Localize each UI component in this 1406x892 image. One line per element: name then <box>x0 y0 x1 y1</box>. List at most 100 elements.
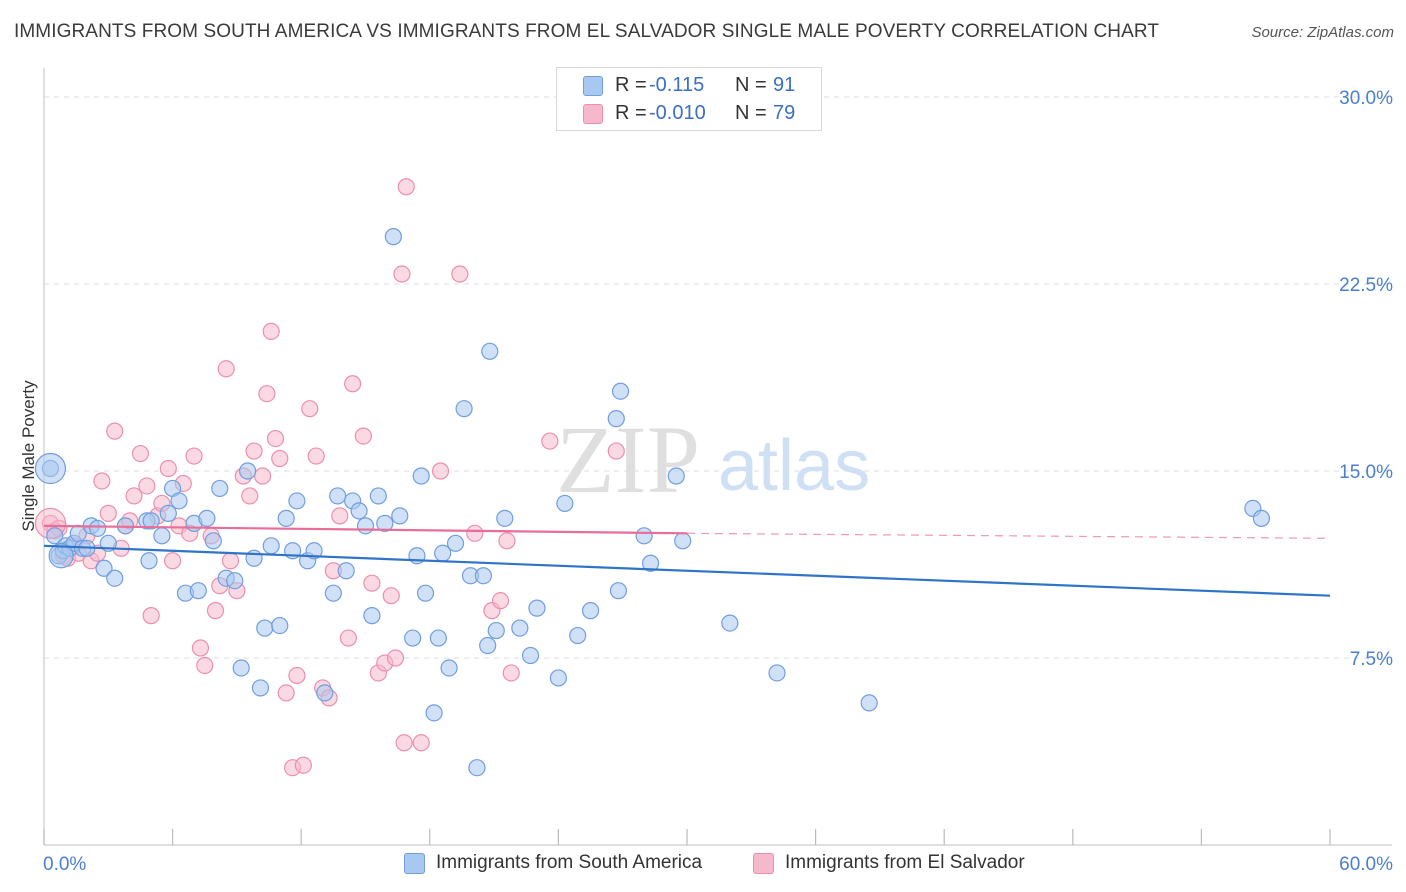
data-point <box>329 487 347 505</box>
data-point <box>549 669 568 687</box>
y-tick-label: 15.0% <box>1339 462 1393 483</box>
data-point <box>125 487 143 505</box>
x-tick-label-min: 0.0% <box>43 854 86 875</box>
x-tick-label-max: 60.0% <box>1339 854 1393 875</box>
data-point <box>541 432 559 450</box>
data-point <box>316 684 334 702</box>
source-note: Source: ZipAtlas.com <box>1251 24 1394 41</box>
data-point <box>528 599 546 617</box>
data-point <box>354 427 372 445</box>
data-point <box>609 582 628 600</box>
data-point <box>153 527 171 545</box>
n-label: N = <box>735 102 767 124</box>
data-point <box>191 639 210 657</box>
data-point <box>674 532 692 550</box>
data-point <box>142 607 160 625</box>
y-tick-label: 7.5% <box>1350 649 1393 670</box>
data-point <box>382 587 400 605</box>
data-point <box>363 574 381 592</box>
y-tick-label: 30.0% <box>1339 88 1393 109</box>
data-point <box>262 322 280 340</box>
r-label: R = <box>615 74 647 96</box>
data-point <box>466 524 484 542</box>
data-point <box>198 509 216 527</box>
stats-legend: R = -0.115 N = 91 R = -0.010 N = 79 <box>556 67 822 131</box>
data-point <box>502 664 520 682</box>
data-point <box>254 467 272 485</box>
y-axis-label: Single Male Poverty <box>19 380 38 532</box>
data-point <box>106 569 124 587</box>
data-point <box>226 572 244 590</box>
data-point <box>131 444 150 463</box>
legend-swatch-blue <box>404 853 425 874</box>
data-point <box>356 517 375 535</box>
data-point <box>1252 509 1271 527</box>
data-point <box>431 462 450 480</box>
data-point <box>258 385 276 403</box>
data-point <box>211 479 229 498</box>
n-value: 91 <box>773 74 796 96</box>
y-tick-label: 22.5% <box>1339 275 1393 296</box>
data-point <box>221 552 240 570</box>
data-point <box>446 534 465 552</box>
data-point <box>99 504 117 522</box>
data-point <box>256 619 274 637</box>
data-point <box>451 265 469 283</box>
data-point <box>324 584 342 602</box>
chart-title: IMMIGRANTS FROM SOUTH AMERICA VS IMMIGRA… <box>14 21 1160 42</box>
trend-line-south-america <box>43 544 1331 597</box>
grid-lines <box>44 96 1392 659</box>
data-point <box>307 447 325 465</box>
pink-swatch <box>583 104 603 124</box>
data-point <box>369 487 387 505</box>
data-point <box>395 734 413 752</box>
trend-lines <box>43 524 1331 597</box>
watermark-zip: ZIP <box>556 406 700 513</box>
watermark: ZIP atlas <box>556 406 870 513</box>
data-point <box>93 472 111 490</box>
data-point <box>288 492 306 510</box>
data-point <box>412 467 430 485</box>
data-point <box>204 532 222 550</box>
data-point <box>491 592 510 610</box>
data-point <box>479 636 497 655</box>
data-point <box>337 562 355 580</box>
legend-swatch-pink <box>753 853 774 874</box>
trend-line-el-salvador-extension <box>686 532 1331 539</box>
data-point <box>350 502 368 520</box>
data-point <box>474 567 492 585</box>
r-label: R = <box>615 102 647 124</box>
data-point <box>142 512 160 530</box>
data-point <box>245 442 263 460</box>
data-point <box>556 494 574 513</box>
data-point <box>384 228 402 246</box>
series-el-salvador-points <box>34 178 625 777</box>
trend-line-el-salvador <box>43 524 688 535</box>
x-ticks <box>43 829 1331 845</box>
data-point <box>271 449 289 468</box>
data-point <box>189 582 207 600</box>
data-point <box>331 507 349 525</box>
legend-label: Immigrants from El Salvador <box>785 852 1025 873</box>
data-point <box>607 442 625 460</box>
data-point <box>569 626 587 645</box>
y-tick-labels: 7.5% 15.0% 22.5% 30.0% <box>1339 88 1393 670</box>
data-point <box>251 679 270 697</box>
r-value: -0.115 <box>649 74 705 96</box>
data-point <box>95 559 113 577</box>
data-point <box>159 504 177 522</box>
data-point <box>344 375 362 393</box>
data-point <box>138 477 156 495</box>
data-point <box>294 756 312 774</box>
data-point <box>185 447 203 465</box>
data-point <box>239 462 257 480</box>
data-point <box>397 178 415 196</box>
data-point <box>581 602 600 620</box>
data-point <box>106 422 124 440</box>
data-point <box>339 629 357 647</box>
data-point <box>393 265 411 283</box>
data-point <box>498 532 516 550</box>
data-point <box>607 410 625 428</box>
data-point <box>611 382 630 400</box>
data-point <box>641 554 660 572</box>
